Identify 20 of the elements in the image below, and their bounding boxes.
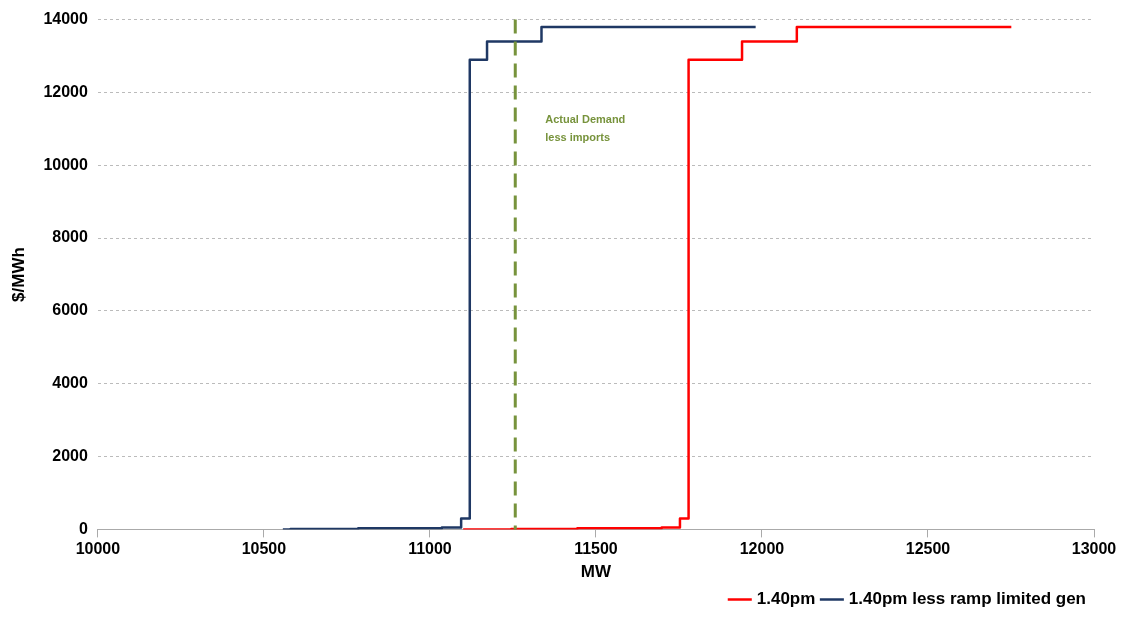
x-tick-label: 11500 — [574, 540, 618, 558]
y-tick-label: 14000 — [43, 10, 88, 28]
y-tick-label: 4000 — [52, 374, 88, 392]
x-tick-label: 12500 — [905, 540, 951, 558]
x-tick-label: 10500 — [241, 540, 287, 558]
y-axis-title: $/MWh — [8, 247, 28, 302]
x-tick-label: 13000 — [1071, 540, 1117, 558]
ref-line-label: Actual Demand less imports — [545, 112, 626, 143]
x-axis-title: MW — [580, 562, 612, 582]
y-tick-label: 10000 — [43, 155, 88, 173]
y-tick-label: 8000 — [52, 228, 88, 246]
x-tick-label: 10000 — [75, 540, 121, 558]
y-tick-label: 12000 — [43, 82, 88, 100]
legend-label: 1.40pm less ramp limited gen — [848, 589, 1087, 609]
legend-label: 1.40pm — [756, 589, 816, 609]
y-tick-label: 6000 — [52, 301, 88, 319]
x-tick-label: 12000 — [739, 540, 785, 558]
y-tick-label: 2000 — [52, 446, 88, 464]
x-tick-label: 11000 — [408, 540, 452, 558]
y-tick-label: 0 — [78, 519, 88, 537]
